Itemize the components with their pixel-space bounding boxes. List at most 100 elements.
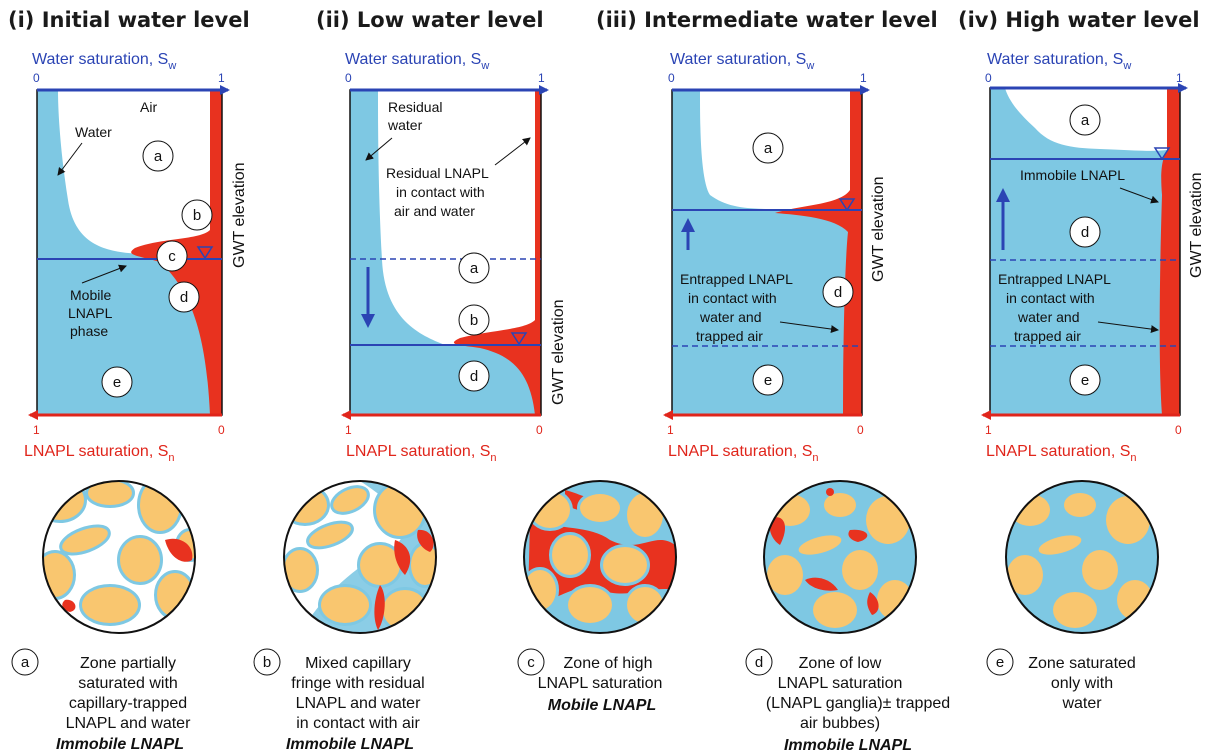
svg-text:LNAPL and water: LNAPL and water: [66, 715, 191, 732]
svg-text:Zone of low: Zone of low: [799, 655, 882, 672]
svg-text:e: e: [996, 654, 1004, 671]
zone-e-marker: e: [752, 364, 784, 396]
panel-1-plot: 0 1 1 0 Water saturation, Sw LNAPL satur…: [24, 51, 248, 464]
zone-d-marker: d: [168, 281, 200, 313]
caption-e: e Zone saturated only with water: [986, 648, 1136, 712]
panel-4-plot: 0 1 1 0 Water saturation, Sw LNAPL satur…: [981, 51, 1205, 464]
svg-text:LNAPL and water: LNAPL and water: [296, 695, 421, 712]
svg-text:(LNAPL ganglia)± trapped: (LNAPL ganglia)± trapped: [766, 695, 950, 712]
water-table-symbol: [196, 246, 214, 260]
tick-top-0: 0: [33, 71, 40, 85]
air-label: Air: [140, 99, 157, 115]
air-zone: [58, 90, 210, 262]
svg-text:LNAPL saturation: LNAPL saturation: [778, 675, 903, 692]
residual-lnapl-label-2: in contact with: [396, 184, 485, 200]
svg-text:b: b: [193, 207, 201, 224]
zone-d-marker: d: [822, 276, 854, 308]
tick-top-1: 1: [218, 71, 225, 85]
mobile-label-3: phase: [70, 323, 108, 339]
svg-text:Zone saturated: Zone saturated: [1028, 655, 1136, 672]
svg-text:e: e: [113, 374, 121, 391]
tick-bot-0: 0: [1175, 423, 1182, 437]
immobile-label: Immobile LNAPL: [1020, 167, 1125, 183]
panel-2-plot: 0 1 1 0 Water saturation, Sw LNAPL satur…: [341, 51, 567, 464]
lnapl-zone: [1159, 88, 1180, 415]
axis-bottom-label: LNAPL saturation, Sn: [346, 443, 497, 464]
svg-text:fringe with residual: fringe with residual: [291, 675, 424, 692]
zone-a-marker: a: [458, 252, 490, 284]
entrapped-label-2: in contact with: [688, 290, 777, 306]
axis-top-label: Water saturation, Sw: [345, 51, 489, 72]
svg-text:d: d: [1081, 224, 1089, 241]
svg-text:air bubbes): air bubbes): [800, 715, 880, 732]
tick-bot-0: 0: [857, 423, 864, 437]
tick-top-1: 1: [538, 71, 545, 85]
axis-top-label: Water saturation, Sw: [670, 51, 814, 72]
gwt-label: GWT elevation: [1188, 172, 1205, 278]
panel-title-4: (iv) High water level: [958, 8, 1200, 32]
zone-d-marker: d: [458, 360, 490, 392]
svg-text:a: a: [154, 148, 163, 165]
mobile-label-1: Mobile: [70, 287, 111, 303]
zone-e-marker: e: [101, 366, 133, 398]
svg-text:e: e: [764, 372, 772, 389]
water-table-symbol: [1153, 147, 1171, 161]
svg-text:in contact with air: in contact with air: [296, 715, 420, 732]
tick-top-1: 1: [860, 71, 867, 85]
svg-text:Zone of high: Zone of high: [564, 655, 653, 672]
pore-diagram-c: [523, 480, 677, 634]
svg-text:Immobile LNAPL: Immobile LNAPL: [784, 737, 912, 754]
entrapped-label-4: trapped air: [1014, 328, 1081, 344]
svg-text:d: d: [180, 289, 188, 306]
svg-text:water: water: [1061, 695, 1102, 712]
svg-text:saturated with: saturated with: [78, 675, 178, 692]
tick-bot-1: 1: [667, 423, 674, 437]
svg-text:d: d: [755, 654, 763, 671]
caption-b: b Mixed capillary fringe with residual L…: [253, 648, 425, 753]
svg-text:Zone partially: Zone partially: [80, 655, 176, 672]
water-label: Water: [75, 124, 112, 140]
svg-text:b: b: [470, 312, 478, 329]
tick-bot-0: 0: [218, 423, 225, 437]
pore-diagram-e: [1005, 480, 1159, 634]
svg-text:e: e: [1081, 372, 1089, 389]
pore-diagram-a: [42, 480, 196, 634]
svg-text:b: b: [263, 654, 271, 671]
svg-text:only with: only with: [1051, 675, 1113, 692]
caption-c: c Zone of high LNAPL saturation Mobile L…: [517, 648, 662, 714]
gwt-label: GWT elevation: [870, 176, 887, 282]
tick-top-0: 0: [345, 71, 352, 85]
air-zone: [378, 90, 535, 345]
gwt-label: GWT elevation: [231, 162, 248, 268]
residual-water-label-2: water: [387, 117, 423, 133]
zone-b-marker: b: [458, 304, 490, 336]
entrapped-label-3: water and: [1017, 309, 1079, 325]
axis-bottom-label: LNAPL saturation, Sn: [986, 443, 1137, 464]
water-table-symbol: [838, 198, 856, 212]
svg-text:Mobile LNAPL: Mobile LNAPL: [548, 697, 656, 714]
entrapped-label-1: Entrapped LNAPL: [998, 271, 1111, 287]
axis-top-label: Water saturation, Sw: [32, 51, 176, 72]
zone-b-marker: b: [181, 199, 213, 231]
tick-bot-1: 1: [33, 423, 40, 437]
axis-top-label: Water saturation, Sw: [987, 51, 1131, 72]
pore-diagram-b: [283, 480, 437, 634]
entrapped-label-4: trapped air: [696, 328, 763, 344]
svg-text:a: a: [764, 140, 773, 157]
mobile-label-2: LNAPL: [68, 305, 113, 321]
panel-3-plot: 0 1 1 0 Water saturation, Sw LNAPL satur…: [663, 51, 887, 464]
entrapped-label-2: in contact with: [1006, 290, 1095, 306]
residual-lnapl-label-3: air and water: [394, 203, 475, 219]
svg-text:c: c: [527, 654, 535, 671]
residual-water-label-1: Residual: [388, 99, 442, 115]
caption-a: a Zone partially saturated with capillar…: [11, 648, 191, 753]
pore-diagram-d: [763, 480, 917, 634]
zone-c-marker: c: [156, 240, 188, 272]
lnapl-zone: [775, 90, 862, 415]
caption-d: d Zone of low LNAPL saturation (LNAPL ga…: [745, 648, 950, 754]
zone-a-marker: a: [142, 140, 174, 172]
tick-top-0: 0: [985, 71, 992, 85]
svg-text:Mixed capillary: Mixed capillary: [305, 655, 411, 672]
water-table-symbol: [510, 332, 528, 346]
